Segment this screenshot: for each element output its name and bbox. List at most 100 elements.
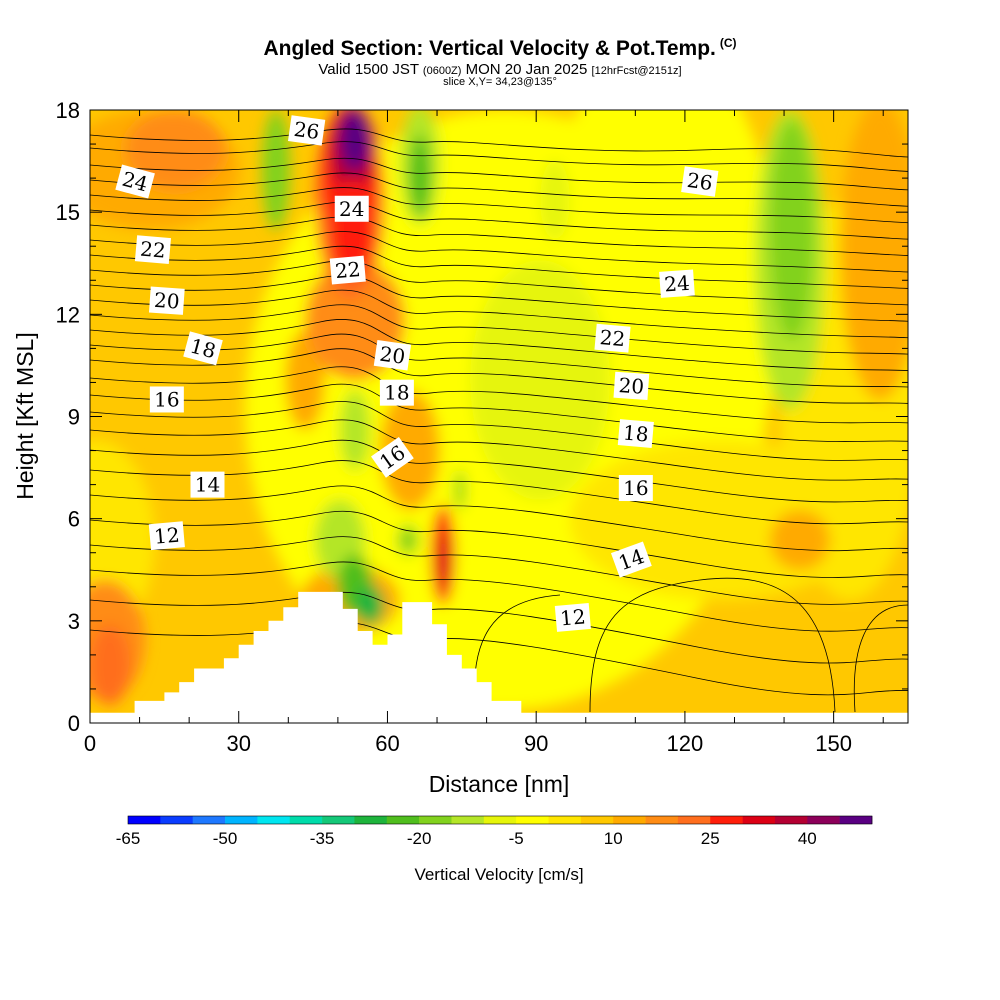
chart-subtitle: Valid 1500 JST (0600Z) MON 20 Jan 2025 [… <box>0 61 1000 78</box>
colorbar-tick-label: -20 <box>407 829 432 848</box>
colorbar-swatch <box>516 816 549 824</box>
theta-contour-line <box>90 561 908 632</box>
colorbar-swatch <box>807 816 840 824</box>
contour-label-box <box>334 195 369 222</box>
theta-contour-line <box>90 419 908 481</box>
contour-label-text: 20 <box>378 342 407 369</box>
theta-contour-line <box>90 187 908 224</box>
contour-label-box <box>190 471 225 498</box>
contour-label-text: 26 <box>686 168 715 195</box>
theta-contour-line <box>90 304 908 355</box>
contour-label-box <box>115 164 155 199</box>
theta-contour-line <box>90 216 908 256</box>
theta-contour-line <box>90 128 908 158</box>
colorbar-tick-label: 25 <box>701 829 720 848</box>
contour-label: 22 <box>329 255 366 285</box>
colorbar-swatch <box>710 816 743 824</box>
theta-contour-line <box>90 333 908 388</box>
colorbar-swatch <box>839 816 873 824</box>
contour-label: 24 <box>115 164 155 199</box>
theta-contour-line <box>90 510 908 578</box>
contour-label-box <box>288 115 326 146</box>
contour-label-text: 24 <box>339 197 364 221</box>
y-tick-label: 9 <box>68 405 80 430</box>
theta-contour-line <box>90 591 908 664</box>
colorbar-swatch <box>354 816 388 824</box>
theta-contour-line <box>90 366 908 424</box>
contour-label: 22 <box>594 323 631 353</box>
velocity-cell <box>410 135 430 215</box>
colorbar-swatch <box>580 816 614 824</box>
theta-contour-line <box>90 383 908 443</box>
contour-label-text: 18 <box>384 381 409 405</box>
theta-contour-line <box>90 348 908 404</box>
valid-date: MON 20 Jan 2025 <box>465 61 588 78</box>
contour-label: 14 <box>610 541 652 578</box>
colorbar-swatch <box>483 816 517 824</box>
contour-label-box <box>148 286 185 315</box>
y-tick-label: 3 <box>68 609 80 634</box>
colorbar-swatch <box>645 816 679 824</box>
colorbar-label: Vertical Velocity [cm/s] <box>414 865 583 884</box>
valid-prefix: Valid 1500 JST <box>318 61 419 78</box>
chart-title-text: Angled Section: Vertical Velocity & Pot.… <box>263 37 716 60</box>
contour-label-text: 16 <box>154 387 179 411</box>
contour-label: 20 <box>373 339 412 371</box>
contour-label-text: 22 <box>139 237 166 263</box>
colorbar-tick-label: 40 <box>798 829 817 848</box>
contour-label: 20 <box>148 286 185 315</box>
velocity-cell <box>356 585 384 625</box>
colorbar-swatch <box>774 816 808 824</box>
contour-label-box <box>554 602 591 632</box>
contour-label-box <box>149 386 184 413</box>
contour-label-box <box>183 331 223 366</box>
contour-label-box <box>617 419 654 448</box>
velocity-cell <box>340 110 370 170</box>
colorbar-tick-label: -50 <box>213 829 238 848</box>
y-tick-label: 0 <box>68 711 80 736</box>
contour-label-box <box>373 339 412 371</box>
contour-label: 24 <box>659 269 695 298</box>
colorbar-swatch <box>386 816 420 824</box>
y-tick-label: 18 <box>56 98 80 123</box>
velocity-cell <box>540 160 570 240</box>
colorbar-swatch <box>419 816 452 824</box>
colorbar-swatch <box>192 816 226 824</box>
contour-label-text: 16 <box>623 476 648 500</box>
colorbar-swatch <box>128 816 161 824</box>
contour-label-box <box>659 269 695 298</box>
x-axis: 0 30 60 90 120 150 <box>84 110 884 756</box>
velocity-cell <box>770 510 830 570</box>
velocity-cell <box>262 110 290 230</box>
velocity-cell <box>470 260 610 500</box>
theta-contour-line <box>589 577 836 713</box>
colorbar: -65 -50 -35 -20 -5 10 25 40 <box>116 815 873 848</box>
contour-label-box <box>134 235 172 265</box>
contour-label-box <box>610 541 652 578</box>
velocity-cell <box>340 390 370 470</box>
colorbar-swatch <box>742 816 776 824</box>
contour-label: 12 <box>554 602 591 632</box>
contour-label-text: 24 <box>663 271 690 297</box>
contour-label-text: 20 <box>618 373 645 399</box>
y-tick-label: 6 <box>68 507 80 532</box>
contour-label: 16 <box>618 475 653 502</box>
x-tick-label: 120 <box>667 731 704 756</box>
colorbar-swatch <box>677 816 711 824</box>
slice-info: slice X,Y= 34,23@135° <box>443 76 557 88</box>
contour-label: 24 <box>334 195 369 222</box>
contour-label-box <box>148 521 185 551</box>
colorbar-swatch <box>548 816 582 824</box>
velocity-cell <box>455 470 465 510</box>
colorbar-tick-label: -5 <box>509 829 524 848</box>
y-tick-label: 15 <box>56 200 80 225</box>
colorbar-swatch <box>160 816 193 824</box>
colorbar-swatch <box>257 816 291 824</box>
terrain <box>90 591 908 723</box>
contour-label: 26 <box>288 115 326 146</box>
y-tick-label: 12 <box>56 302 80 327</box>
contour-label-text: 22 <box>599 325 626 351</box>
velocity-cell <box>840 110 908 400</box>
